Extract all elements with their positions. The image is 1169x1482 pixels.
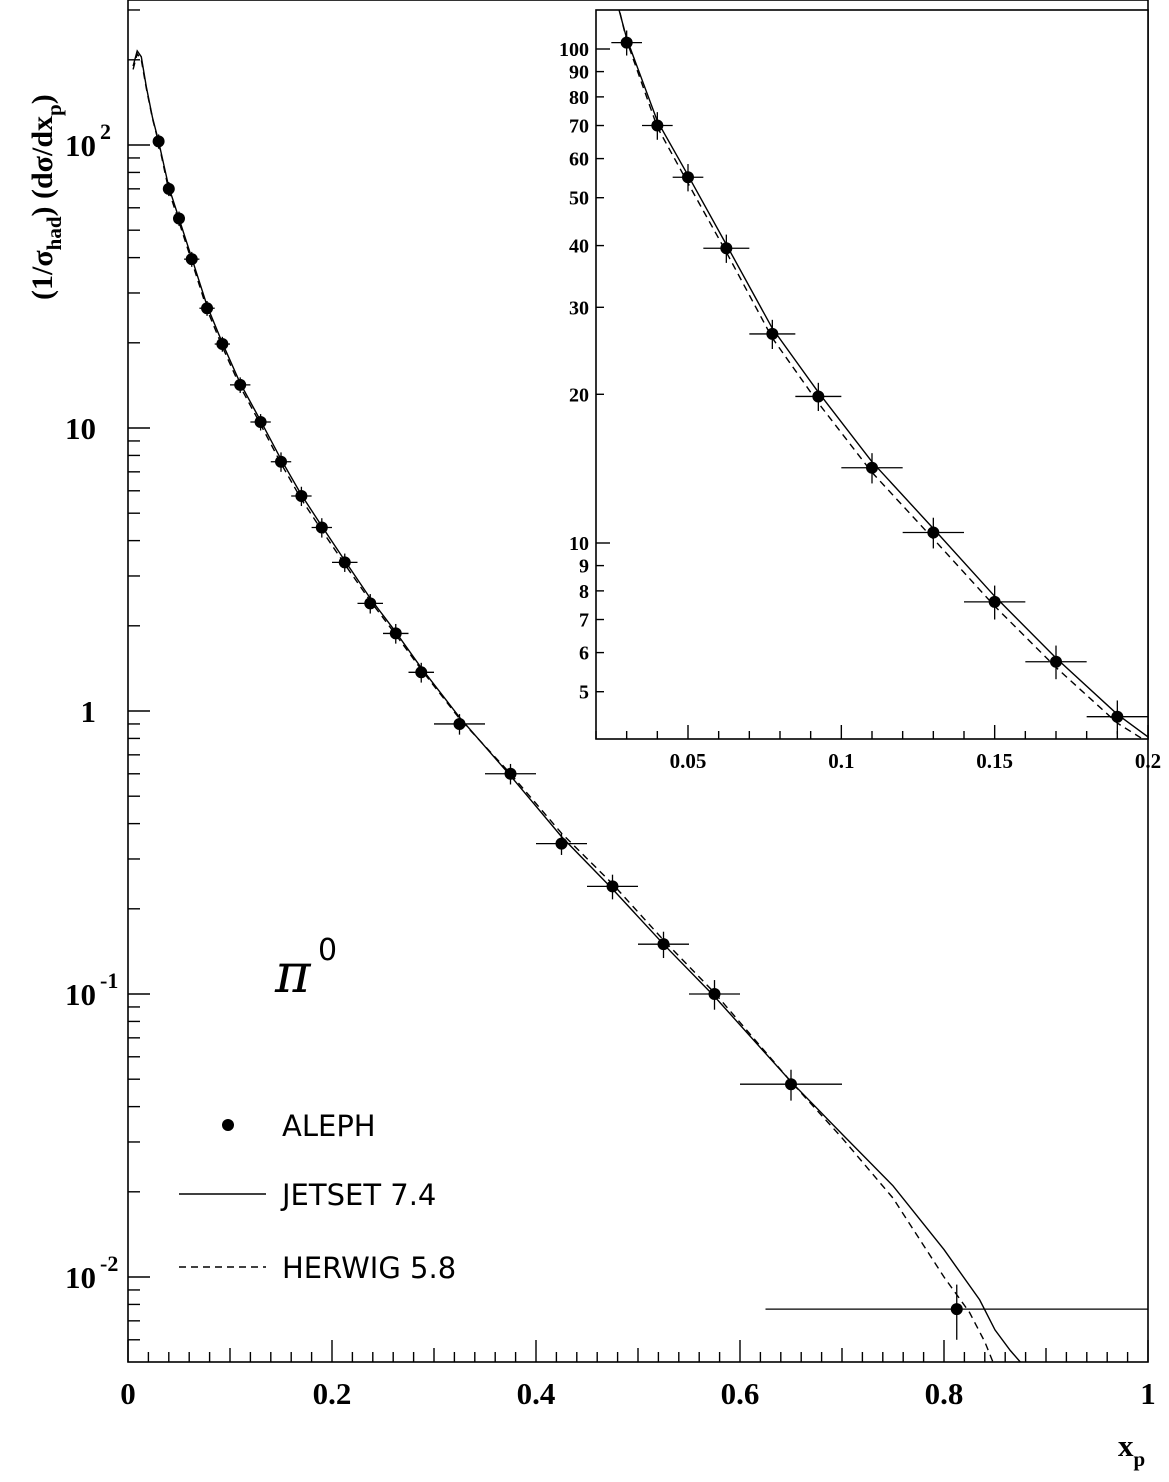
inset-x-tick-label: 0.05 bbox=[670, 749, 707, 773]
data-point bbox=[682, 171, 694, 184]
inset-y-tick-label: 80 bbox=[569, 87, 589, 109]
inset-y-tick-label: 9 bbox=[579, 556, 589, 578]
x-tick-label: 0.6 bbox=[721, 1376, 760, 1411]
data-point bbox=[295, 490, 308, 503]
inset-background bbox=[596, 10, 1148, 739]
data-point bbox=[201, 302, 214, 315]
data-point bbox=[389, 627, 402, 640]
data-point bbox=[651, 119, 664, 132]
data-point bbox=[338, 556, 351, 569]
data-point bbox=[620, 36, 633, 49]
inset-y-tick-label: 8 bbox=[579, 581, 589, 603]
particle-label: π bbox=[274, 942, 312, 1005]
data-point bbox=[927, 526, 940, 539]
inset-y-tick-label: 50 bbox=[569, 188, 589, 210]
data-point bbox=[555, 837, 568, 850]
y-axis-label: (1/σhad) (dσ/dxp) bbox=[26, 94, 66, 300]
data-point bbox=[988, 595, 1001, 608]
data-point bbox=[720, 242, 733, 255]
data-point bbox=[1050, 655, 1062, 668]
data-point bbox=[812, 390, 825, 403]
inset-x-tick-label: 0.15 bbox=[976, 749, 1013, 773]
y-tick-label: 10 bbox=[65, 128, 96, 163]
data-point bbox=[216, 338, 229, 351]
main-axis-ticks bbox=[127, 9, 1149, 1362]
data-point bbox=[315, 521, 328, 534]
data-point bbox=[453, 717, 466, 730]
y-tick-label: 10 bbox=[65, 1260, 96, 1295]
inset-y-tick-label: 20 bbox=[569, 384, 589, 406]
data-point bbox=[766, 327, 779, 340]
data-point bbox=[275, 455, 287, 468]
inset-y-tick-label: 7 bbox=[579, 610, 589, 632]
inset-y-tick-label: 60 bbox=[569, 149, 589, 171]
data-point bbox=[173, 212, 185, 225]
data-point bbox=[185, 253, 198, 266]
legend-aleph-marker bbox=[222, 1119, 234, 1131]
x-tick-label: 0.4 bbox=[517, 1376, 556, 1411]
inset-x-tick-label: 0.1 bbox=[828, 749, 854, 773]
particle-charge: 0 bbox=[318, 933, 337, 968]
data-point bbox=[254, 416, 267, 429]
data-point bbox=[785, 1078, 797, 1091]
inset-y-tick-label: 30 bbox=[569, 297, 589, 319]
data-point bbox=[162, 182, 175, 195]
inset-y-tick-label: 100 bbox=[559, 39, 589, 61]
data-point bbox=[504, 767, 517, 780]
legend-jetset-label: JETSET 7.4 bbox=[280, 1178, 436, 1212]
legend: ALEPH JETSET 7.4 HERWIG 5.8 bbox=[179, 1109, 456, 1285]
data-point bbox=[606, 880, 619, 893]
inset-y-tick-label: 70 bbox=[569, 116, 589, 138]
y-tick-label: 10 bbox=[65, 977, 96, 1012]
main-data-points bbox=[152, 134, 1148, 1340]
legend-herwig-label: HERWIG 5.8 bbox=[282, 1251, 456, 1285]
inset-y-tick-label: 90 bbox=[569, 62, 589, 84]
y-tick-label: 10 bbox=[65, 411, 96, 446]
data-point bbox=[866, 461, 878, 474]
x-tick-label: 0.8 bbox=[925, 1376, 964, 1411]
main-x-tick-labels: 0 0.2 0.4 0.6 0.8 1 bbox=[120, 1376, 1156, 1411]
inset-y-tick-label: 10 bbox=[569, 533, 589, 555]
y-tick-exponent: -2 bbox=[100, 1251, 118, 1276]
inset-y-tick-label: 6 bbox=[579, 643, 589, 665]
inset-data-points bbox=[611, 30, 1148, 735]
data-point bbox=[950, 1303, 963, 1316]
inset-x-tick-labels: 0.05 0.1 0.15 0.2 bbox=[670, 749, 1162, 773]
data-point bbox=[234, 378, 247, 391]
data-point bbox=[1111, 710, 1124, 723]
y-tick-exponent: 2 bbox=[100, 119, 111, 144]
x-tick-label: 0.2 bbox=[313, 1376, 352, 1411]
herwig-curve bbox=[132, 52, 994, 1362]
inset-y-tick-label: 40 bbox=[569, 236, 589, 258]
data-point bbox=[708, 988, 721, 1000]
x-tick-label: 1 bbox=[1140, 1376, 1156, 1411]
x-axis-label: xp bbox=[1118, 1428, 1145, 1471]
inset-y-tick-label: 5 bbox=[579, 682, 589, 704]
inset-x-tick-label: 0.2 bbox=[1135, 749, 1161, 773]
legend-aleph-label: ALEPH bbox=[282, 1109, 376, 1143]
data-point bbox=[364, 597, 377, 610]
x-tick-label: 0 bbox=[120, 1376, 136, 1411]
y-tick-exponent: -1 bbox=[100, 968, 118, 993]
data-point bbox=[657, 938, 670, 951]
inset-axis-ticks bbox=[595, 48, 1149, 739]
data-point bbox=[415, 666, 428, 679]
y-tick-label: 1 bbox=[81, 694, 97, 729]
data-point bbox=[152, 135, 165, 148]
